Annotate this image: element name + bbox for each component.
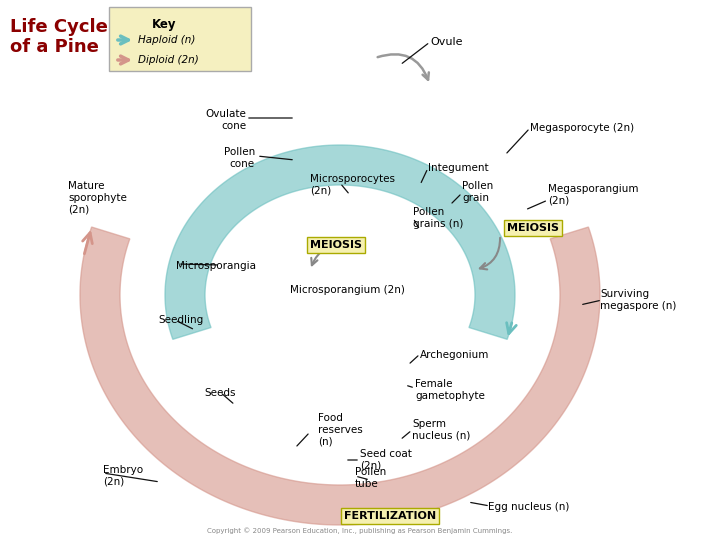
Text: of a Pine: of a Pine bbox=[10, 38, 99, 56]
Text: Female
gametophyte: Female gametophyte bbox=[415, 379, 485, 401]
Text: Food
reserves
(n): Food reserves (n) bbox=[318, 414, 363, 447]
Text: Megasporocyte (2n): Megasporocyte (2n) bbox=[530, 123, 634, 133]
Text: Seedling: Seedling bbox=[158, 315, 203, 325]
Text: Surviving
megaspore (n): Surviving megaspore (n) bbox=[600, 289, 676, 311]
Text: Pollen
grains (n): Pollen grains (n) bbox=[413, 207, 464, 229]
Text: Egg nucleus (n): Egg nucleus (n) bbox=[488, 502, 570, 512]
Text: Microsporocytes
(2n): Microsporocytes (2n) bbox=[310, 174, 395, 196]
Text: MEIOSIS: MEIOSIS bbox=[507, 223, 559, 233]
Text: Key: Key bbox=[152, 18, 176, 31]
Text: Mature
sporophyte
(2n): Mature sporophyte (2n) bbox=[68, 181, 127, 214]
Text: Copyright © 2009 Pearson Education, Inc., publishing as Pearson Benjamin Cumming: Copyright © 2009 Pearson Education, Inc.… bbox=[207, 528, 513, 534]
Text: Pollen
grain: Pollen grain bbox=[462, 181, 493, 203]
Polygon shape bbox=[80, 227, 600, 525]
Text: Seed coat
(2n): Seed coat (2n) bbox=[360, 449, 412, 471]
Text: Pollen
cone: Pollen cone bbox=[224, 147, 255, 169]
Text: FERTILIZATION: FERTILIZATION bbox=[344, 511, 436, 521]
Text: Life Cycle: Life Cycle bbox=[10, 18, 108, 36]
Text: Ovulate
cone: Ovulate cone bbox=[205, 109, 246, 131]
Text: Megasporangium
(2n): Megasporangium (2n) bbox=[548, 184, 639, 206]
Text: MEIOSIS: MEIOSIS bbox=[310, 240, 362, 250]
Text: Microsporangia: Microsporangia bbox=[176, 261, 256, 271]
Text: Pollen
tube: Pollen tube bbox=[355, 467, 386, 489]
Text: Archegonium: Archegonium bbox=[420, 350, 490, 360]
Text: Haploid (n): Haploid (n) bbox=[138, 35, 195, 45]
Text: Integument: Integument bbox=[428, 163, 489, 173]
Text: Ovule: Ovule bbox=[430, 37, 462, 47]
Text: Embryo
(2n): Embryo (2n) bbox=[103, 465, 143, 487]
Polygon shape bbox=[165, 145, 515, 339]
Text: Seeds: Seeds bbox=[204, 388, 235, 398]
Text: Microsporangium (2n): Microsporangium (2n) bbox=[290, 285, 405, 295]
FancyBboxPatch shape bbox=[109, 7, 251, 71]
Text: Sperm
nucleus (n): Sperm nucleus (n) bbox=[412, 419, 470, 441]
Text: Diploid (2n): Diploid (2n) bbox=[138, 55, 199, 65]
